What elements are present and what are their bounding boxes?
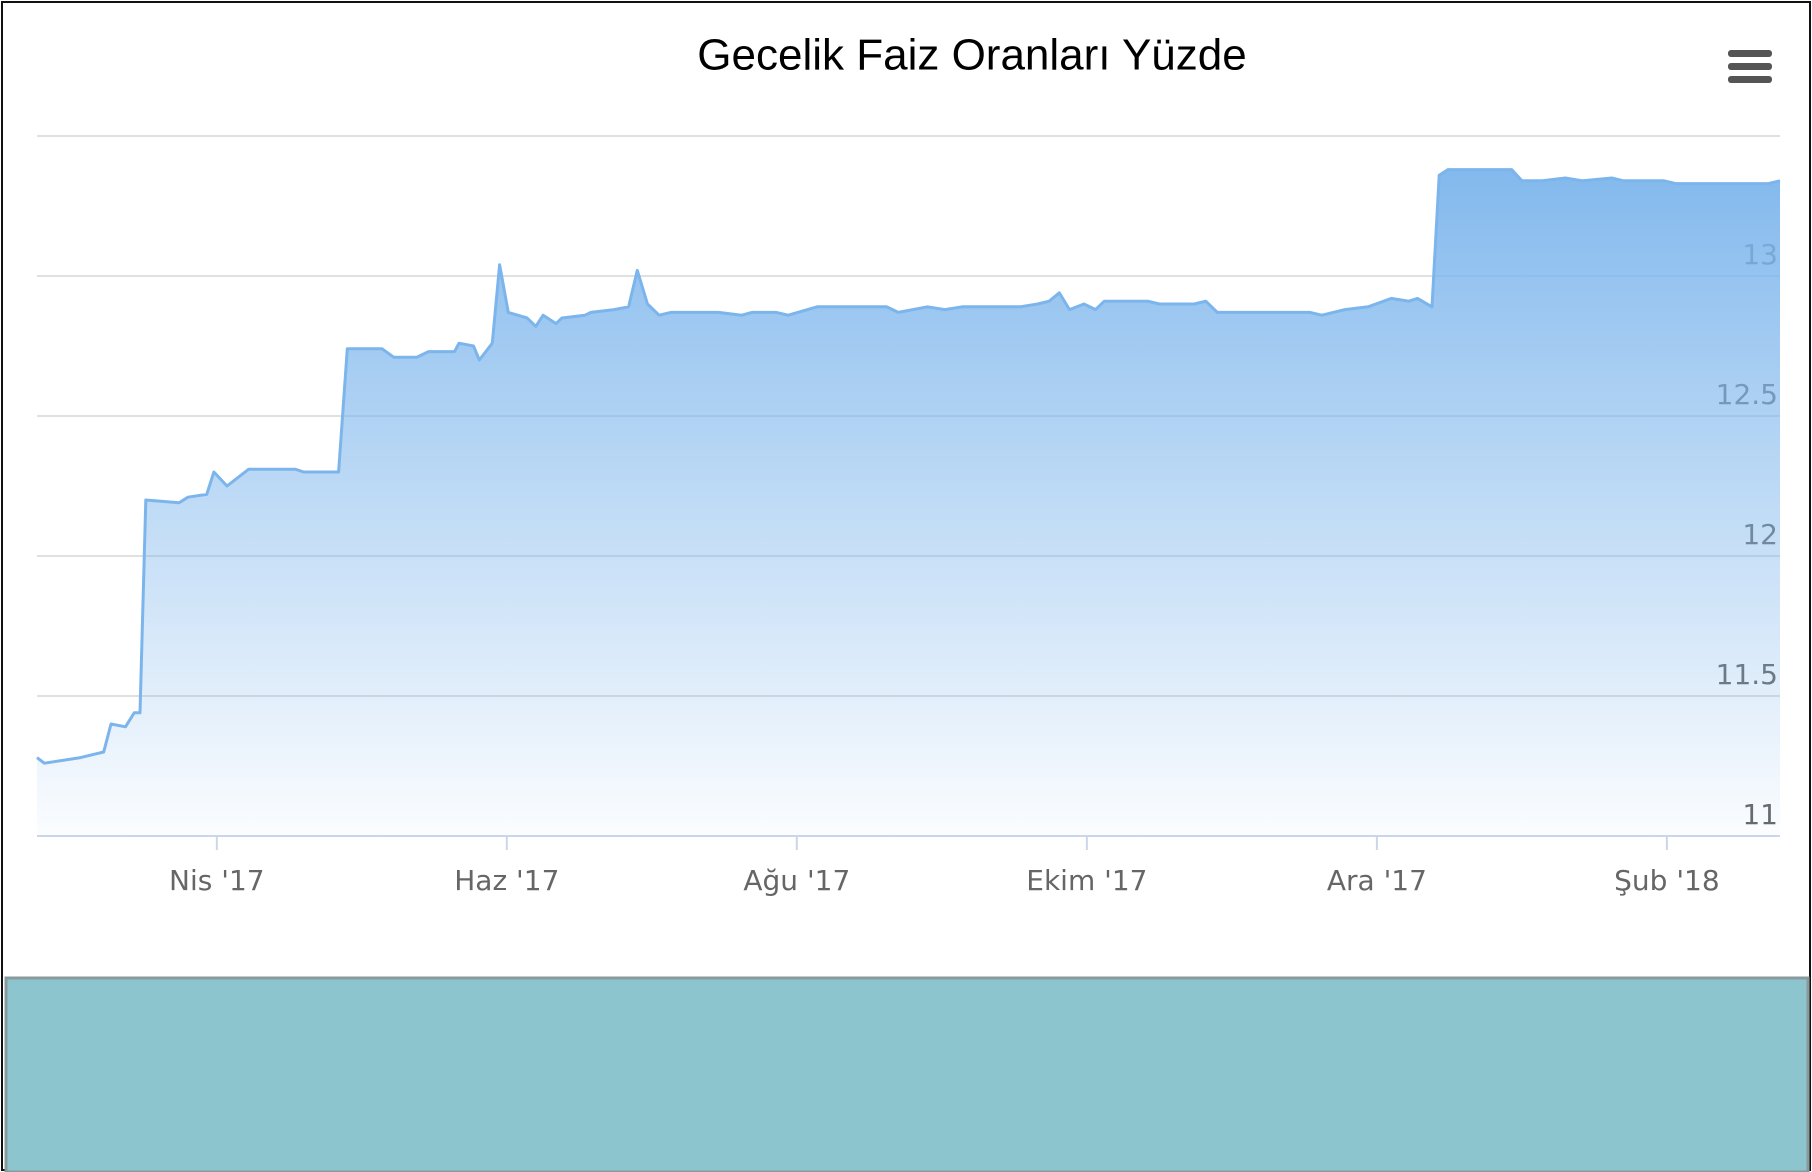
footer-panel <box>4 976 1810 1172</box>
menu-bar[interactable] <box>1728 63 1772 70</box>
area-line <box>36 168 1781 765</box>
chart-title: Gecelik Faiz Oranları Yüzde <box>697 31 1246 80</box>
menu-bar[interactable] <box>1728 50 1772 57</box>
x-tick-label: Şub '18 <box>1614 864 1720 897</box>
x-tick-label: Ağu '17 <box>743 864 850 897</box>
menu-bar[interactable] <box>1728 76 1772 83</box>
x-tick-label: Nis '17 <box>169 864 265 897</box>
menu-button[interactable] <box>1728 50 1772 83</box>
x-tick-label: Haz '17 <box>454 864 559 897</box>
x-tick-label: Ara '17 <box>1327 864 1427 897</box>
area-fill <box>37 169 1780 837</box>
x-tick-label: Ekim '17 <box>1026 864 1147 897</box>
